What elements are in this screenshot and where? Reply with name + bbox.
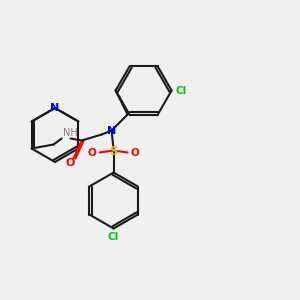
Text: O: O bbox=[88, 148, 97, 158]
Text: NH: NH bbox=[63, 128, 77, 137]
Text: N: N bbox=[50, 103, 60, 113]
Text: Cl: Cl bbox=[176, 85, 187, 95]
Text: O: O bbox=[66, 158, 75, 167]
Text: O: O bbox=[130, 148, 140, 158]
Text: Cl: Cl bbox=[108, 232, 119, 242]
Text: S: S bbox=[110, 145, 118, 158]
Text: N: N bbox=[107, 125, 116, 136]
